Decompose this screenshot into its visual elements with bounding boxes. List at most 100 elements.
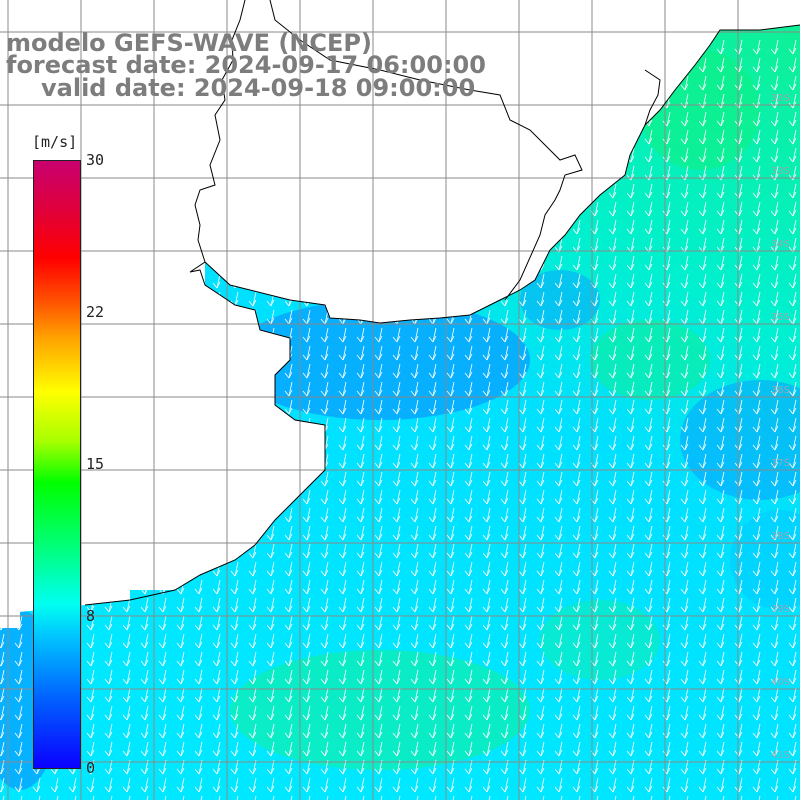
wind-arrow	[788, 669, 797, 685]
wind-arrow	[176, 651, 185, 667]
wind-arrow	[788, 309, 797, 325]
wind-arrow	[698, 525, 707, 541]
wind-arrow	[302, 777, 311, 793]
wind-arrow	[176, 777, 185, 793]
wind-arrow	[428, 615, 437, 631]
wind-arrow	[716, 255, 725, 271]
wind-arrow	[176, 687, 185, 703]
wind-arrow	[536, 615, 545, 631]
wind-arrow	[788, 615, 797, 631]
wind-arrow	[266, 579, 275, 595]
wind-arrow	[716, 579, 725, 595]
wind-arrow	[248, 777, 257, 793]
wind-arrow	[572, 399, 581, 415]
wind-arrow	[770, 795, 779, 800]
wind-arrow	[734, 795, 743, 800]
wind-arrow	[680, 471, 689, 487]
wind-arrow	[0, 669, 5, 685]
wind-arrow	[338, 381, 347, 397]
wind-arrow	[464, 471, 473, 487]
wind-arrow	[770, 705, 779, 721]
wind-arrow	[194, 579, 203, 595]
wind-arrow	[464, 633, 473, 649]
wind-arrow	[320, 723, 329, 739]
wind-arrow	[140, 615, 149, 631]
wind-arrow	[356, 327, 365, 343]
wind-arrow	[698, 597, 707, 613]
wind-arrow	[158, 777, 167, 793]
wind-arrow	[446, 453, 455, 469]
wind-arrow	[86, 795, 95, 800]
wind-arrow	[194, 597, 203, 613]
wind-arrow	[644, 435, 653, 451]
wind-arrow	[392, 633, 401, 649]
wind-arrow	[302, 687, 311, 703]
wind-arrow	[626, 327, 635, 343]
wind-arrow	[752, 309, 761, 325]
wind-arrow	[338, 651, 347, 667]
wind-arrow	[770, 363, 779, 379]
colorbar-tick-30: 30	[86, 151, 105, 169]
wind-arrow	[410, 471, 419, 487]
wind-arrow	[608, 651, 617, 667]
wind-arrow	[374, 723, 383, 739]
wind-arrow	[482, 345, 491, 361]
wind-arrow	[608, 345, 617, 361]
wind-arrow	[644, 399, 653, 415]
wind-arrow	[392, 705, 401, 721]
wind-arrow	[68, 795, 77, 800]
wind-arrow	[626, 651, 635, 667]
wind-arrow	[446, 543, 455, 559]
wind-arrow	[338, 471, 347, 487]
wind-arrow	[572, 525, 581, 541]
wind-arrow	[572, 723, 581, 739]
wind-arrow	[230, 579, 239, 595]
wind-arrow	[788, 39, 797, 55]
wind-arrow	[608, 597, 617, 613]
wind-arrow	[716, 669, 725, 685]
wind-arrow	[158, 597, 167, 613]
wind-arrow	[428, 795, 437, 800]
wind-arrow	[464, 507, 473, 523]
wind-arrow	[716, 309, 725, 325]
wind-arrow	[410, 633, 419, 649]
wind-arrow	[194, 651, 203, 667]
lat-label: 35S	[771, 312, 791, 323]
model-title: modelo GEFS-WAVE (NCEP)	[6, 29, 372, 57]
wind-arrow	[104, 705, 113, 721]
wind-arrow	[374, 525, 383, 541]
wind-arrow	[536, 633, 545, 649]
wind-arrow	[482, 651, 491, 667]
wind-arrow	[518, 777, 527, 793]
wind-arrow	[554, 543, 563, 559]
wind-arrow	[698, 327, 707, 343]
wind-arrow	[428, 705, 437, 721]
wind-arrow	[356, 615, 365, 631]
wind-arrow	[518, 327, 527, 343]
wind-arrow	[788, 111, 797, 127]
wind-arrow	[302, 633, 311, 649]
wind-arrow	[536, 705, 545, 721]
wind-arrow	[788, 327, 797, 343]
wind-arrow	[698, 435, 707, 451]
wind-arrow	[698, 147, 707, 163]
wind-arrow	[536, 561, 545, 577]
wind-arrow	[698, 75, 707, 91]
wind-arrow	[230, 597, 239, 613]
wind-arrow	[446, 327, 455, 343]
wind-arrow	[248, 633, 257, 649]
wind-arrow	[338, 561, 347, 577]
wind-arrow	[626, 417, 635, 433]
wind-arrow	[446, 345, 455, 361]
wind-arrow	[626, 471, 635, 487]
wind-arrow	[482, 669, 491, 685]
coastline-bay	[204, 24, 800, 324]
wind-arrow	[0, 723, 5, 739]
wind-arrow	[770, 543, 779, 559]
wind-arrow	[266, 651, 275, 667]
wind-arrow	[626, 183, 635, 199]
wind-arrow	[338, 543, 347, 559]
wind-arrow	[140, 669, 149, 685]
wind-arrow	[680, 129, 689, 145]
wind-arrow	[788, 579, 797, 595]
